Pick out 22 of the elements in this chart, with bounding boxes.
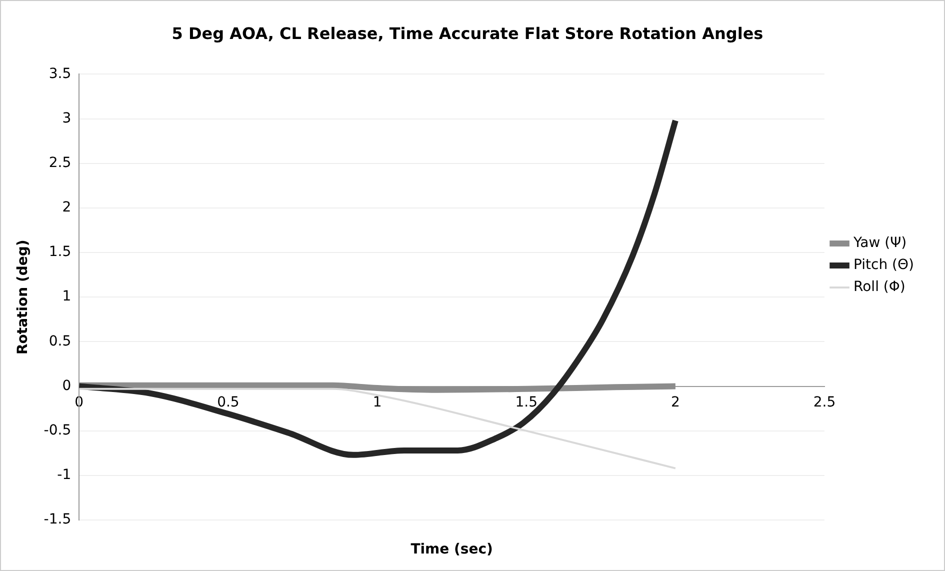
y-tick-label: 2.5 <box>48 155 72 171</box>
chart-title: 5 Deg AOA, CL Release, Time Accurate Flat Store Rotation Angles <box>172 24 764 43</box>
x-tick-label: 2 <box>670 394 680 410</box>
x-tick-label: 0.5 <box>217 394 240 410</box>
y-tick-label: 1 <box>62 288 72 305</box>
y-tick-label: 1.5 <box>48 244 72 260</box>
x-tick-label: 2.5 <box>813 394 836 410</box>
y-axis-title: Rotation (deg) <box>15 240 32 355</box>
y-tick-label: -1 <box>57 467 72 484</box>
y-tick-label: -1.5 <box>44 512 72 528</box>
y-tick-label: -0.5 <box>44 422 72 438</box>
y-tick-label: 3.5 <box>48 66 72 82</box>
y-tick-label: 2 <box>62 200 72 216</box>
y-tick-label: 3 <box>62 110 72 126</box>
x-tick-label: 1 <box>372 394 382 410</box>
y-tick-label: 0 <box>62 378 72 394</box>
legend-label: Yaw (Ψ) <box>852 235 907 252</box>
y-tick-label: 0.5 <box>48 333 72 350</box>
legend-label: Pitch (Θ) <box>854 257 914 274</box>
legend-label: Roll (Φ) <box>854 279 906 296</box>
x-tick-label: 1.5 <box>515 394 538 410</box>
x-axis-title: Time (sec) <box>410 542 493 558</box>
